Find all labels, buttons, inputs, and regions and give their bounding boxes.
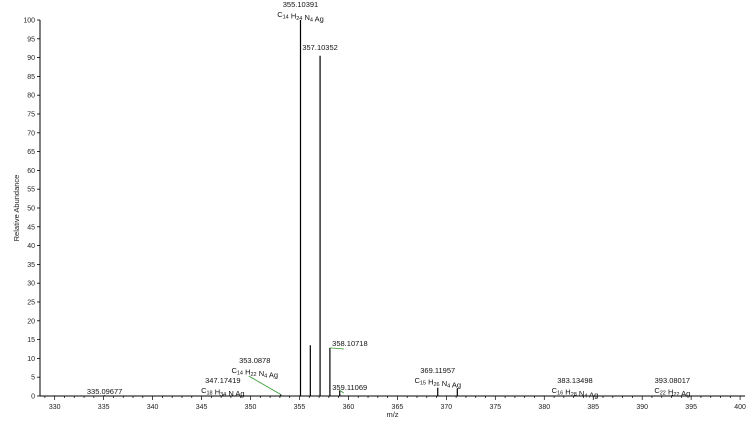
formula-text: Ag — [313, 15, 324, 24]
formula-text: C — [231, 366, 237, 375]
formula-text: Ag — [450, 381, 461, 390]
y-tick-label: 40 — [27, 243, 35, 250]
peak-mz-label: 393.08017 — [655, 376, 690, 385]
formula-text: H — [563, 388, 571, 397]
formula-text: N — [440, 379, 448, 388]
y-tick-label: 75 — [27, 112, 35, 119]
annotation-leader-line — [329, 347, 344, 350]
formula-subscript: 4 — [584, 394, 587, 400]
peak-mz-label: 347.17419 — [205, 376, 240, 385]
formula-text: H — [289, 12, 297, 21]
x-tick-label: 365 — [392, 404, 404, 411]
formula-text: Ag — [587, 391, 598, 400]
y-tick-label: 30 — [27, 281, 35, 288]
x-tick-label: 345 — [196, 404, 208, 411]
y-tick-label: 60 — [27, 168, 35, 175]
formula-text: N — [257, 369, 265, 378]
formula-text: N — [577, 389, 585, 398]
formula-text: N — [302, 13, 310, 22]
x-tick-label: 395 — [685, 404, 697, 411]
formula-text: N Ag — [226, 389, 244, 398]
y-tick-label: 15 — [27, 337, 35, 344]
x-tick-label: 350 — [245, 404, 257, 411]
y-tick-label: 25 — [27, 300, 35, 307]
formula-subscript: 18 — [207, 391, 213, 397]
x-tick-label: 375 — [489, 404, 501, 411]
x-tick-label: 335 — [98, 404, 110, 411]
peaks — [103, 20, 673, 396]
peak-mz-label: 383.13498 — [557, 376, 592, 385]
formula-subscript: 28 — [571, 392, 577, 398]
y-tick-label: 50 — [27, 206, 35, 213]
formula-subscript: 22 — [251, 372, 257, 378]
formula-subscript: 4 — [264, 374, 267, 380]
y-tick-label: 100 — [23, 18, 35, 25]
annotation-leader-line — [339, 390, 344, 394]
peak-mz-label: 359.11069 — [332, 383, 367, 392]
y-tick-label: 90 — [27, 55, 35, 62]
x-tick-label: 340 — [147, 404, 159, 411]
y-axis-label: Relative Abundance — [12, 175, 21, 242]
x-tick-label: 370 — [441, 404, 453, 411]
y-tick-label: 55 — [27, 187, 35, 194]
formula-text: H — [666, 388, 674, 397]
peak-mz-label: 355.10391 — [283, 0, 318, 9]
peak-formula-label: C14 H22 N4 Ag — [231, 366, 278, 380]
annotation-leader-line — [248, 375, 281, 395]
formula-subscript: 34 — [220, 392, 226, 398]
formula-subscript: 26 — [433, 382, 439, 388]
peak-mz-label: 357.10352 — [302, 43, 337, 52]
formula-text: H — [243, 368, 251, 377]
peak-mz-label: 353.0878 — [239, 356, 270, 365]
y-tick-label: 10 — [27, 356, 35, 363]
y-tick-label: 85 — [27, 74, 35, 81]
y-tick-label: 5 — [31, 375, 35, 382]
axes: 0 5 10 15 20 25 30 35 40 45 50 55 60 65 70 75 80 85 90 95 10… — [23, 18, 746, 412]
formula-text: C — [201, 386, 207, 395]
formula-text: C — [552, 386, 558, 395]
x-tick-label: 330 — [49, 404, 61, 411]
formula-subscript: 24 — [296, 16, 302, 22]
peak-mz-label: 335.09677 — [87, 387, 122, 396]
peak-mz-label: 369.11957 — [420, 366, 455, 375]
formula-text: C — [654, 386, 660, 395]
formula-text: H — [426, 378, 434, 387]
y-tick-label: 65 — [27, 149, 35, 156]
x-tick-label: 360 — [343, 404, 355, 411]
formula-subscript: 14 — [237, 371, 243, 377]
formula-subscript: 15 — [420, 381, 426, 387]
formula-text: Ag — [267, 371, 278, 380]
y-tick-label: 70 — [27, 130, 35, 137]
y-tick-label: 35 — [27, 262, 35, 269]
formula-text: H — [213, 388, 221, 397]
formula-text: C — [277, 10, 283, 19]
y-tick-label: 20 — [27, 318, 35, 325]
x-tick-label: 400 — [734, 404, 746, 411]
x-tick-label: 380 — [538, 404, 550, 411]
y-tick-label: 45 — [27, 224, 35, 231]
peak-formula-label: C14 H24 N4 Ag — [277, 10, 324, 24]
peak-formula-label: C22 H22 Ag — [654, 386, 690, 398]
formula-subscript: 22 — [660, 391, 666, 397]
peak-formula-label: C15 H26 N4 Ag — [414, 376, 461, 390]
x-tick-label: 355 — [294, 404, 306, 411]
formula-subscript: 4 — [447, 384, 450, 390]
peak-mz-label: 358.10718 — [332, 339, 367, 348]
x-tick-label: 385 — [587, 404, 599, 411]
x-tick-label: 390 — [636, 404, 648, 411]
peak-formula-label: C18 H34 N Ag — [201, 386, 245, 398]
formula-subscript: 14 — [283, 15, 289, 21]
formula-text: C — [414, 376, 420, 385]
x-axis-label: m/z — [386, 410, 398, 419]
y-tick-label: 95 — [27, 36, 35, 43]
y-tick-label: 80 — [27, 93, 35, 100]
peak-formula-label: C16 H28 N4 Ag — [552, 386, 599, 400]
formula-subscript: 22 — [673, 392, 679, 398]
y-tick-label: 0 — [31, 394, 35, 401]
formula-subscript: 4 — [310, 18, 313, 24]
formula-text: Ag — [680, 389, 691, 398]
formula-subscript: 16 — [557, 391, 563, 397]
